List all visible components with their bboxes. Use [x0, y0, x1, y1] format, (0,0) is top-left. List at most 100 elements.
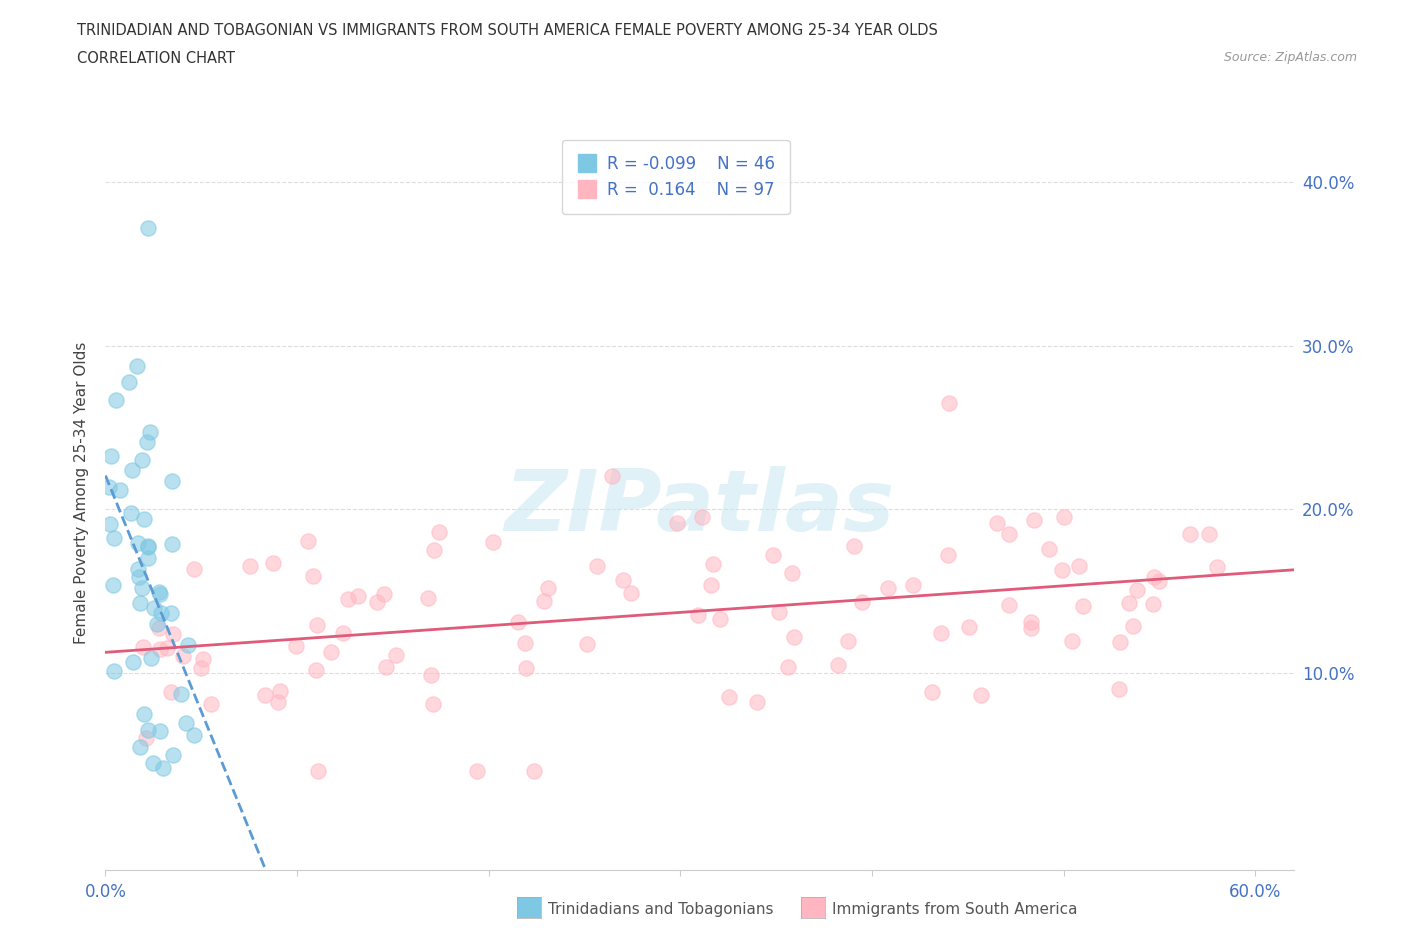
- Point: [103, 664, 125, 679]
- Point: [301, 568, 323, 583]
- Point: [537, 580, 560, 595]
- Point: [239, 559, 262, 574]
- Text: ZIPatlas: ZIPatlas: [505, 467, 894, 550]
- Point: [688, 608, 710, 623]
- Point: [307, 618, 329, 632]
- Point: [776, 659, 799, 674]
- Point: [307, 764, 329, 778]
- Legend: R = -0.099    N = 46, R =  0.164    N = 97: R = -0.099 N = 46, R = 0.164 N = 97: [562, 140, 790, 214]
- Point: [150, 605, 173, 620]
- Point: [513, 635, 536, 650]
- Point: [346, 589, 368, 604]
- Point: [851, 594, 873, 609]
- Point: [148, 585, 170, 600]
- Point: [827, 658, 849, 672]
- Point: [191, 652, 214, 667]
- Point: [159, 684, 181, 699]
- Point: [121, 462, 143, 477]
- Y-axis label: Female Poverty Among 25-34 Year Olds: Female Poverty Among 25-34 Year Olds: [75, 341, 90, 644]
- Point: [998, 526, 1021, 541]
- Point: [136, 551, 159, 565]
- Point: [132, 707, 155, 722]
- Point: [146, 617, 169, 631]
- Point: [141, 651, 163, 666]
- Point: [127, 536, 149, 551]
- Point: [100, 449, 122, 464]
- Point: [297, 534, 319, 549]
- Point: [1178, 526, 1201, 541]
- Point: [482, 535, 505, 550]
- Point: [612, 573, 634, 588]
- Point: [1118, 596, 1140, 611]
- Point: [506, 614, 529, 629]
- Point: [837, 633, 859, 648]
- Point: [1019, 620, 1042, 635]
- Point: [762, 547, 785, 562]
- Point: [1126, 582, 1149, 597]
- Point: [103, 531, 125, 546]
- Point: [375, 659, 398, 674]
- Point: [901, 578, 924, 592]
- Point: [666, 515, 689, 530]
- Point: [142, 600, 165, 615]
- Point: [768, 605, 790, 620]
- Point: [970, 687, 993, 702]
- Point: [160, 606, 183, 621]
- Point: [783, 630, 806, 644]
- Point: [1067, 559, 1090, 574]
- Point: [620, 586, 643, 601]
- Point: [319, 644, 342, 659]
- Point: [1050, 563, 1073, 578]
- Point: [1205, 559, 1227, 574]
- Point: [172, 648, 194, 663]
- Point: [269, 684, 291, 698]
- Point: [384, 648, 406, 663]
- Point: [1109, 634, 1132, 649]
- Point: [98, 516, 121, 531]
- Point: [127, 562, 149, 577]
- Point: [1143, 570, 1166, 585]
- Point: [152, 761, 174, 776]
- Point: [515, 660, 537, 675]
- Point: [921, 684, 943, 699]
- Point: [423, 542, 446, 557]
- Point: [183, 562, 205, 577]
- Point: [101, 578, 124, 593]
- Point: [266, 695, 288, 710]
- Point: [366, 594, 388, 609]
- Text: Source: ZipAtlas.com: Source: ZipAtlas.com: [1223, 51, 1357, 64]
- Text: Immigrants from South America: Immigrants from South America: [832, 902, 1078, 917]
- Point: [183, 727, 205, 742]
- Point: [98, 480, 121, 495]
- Point: [129, 739, 152, 754]
- Point: [467, 764, 489, 778]
- Point: [780, 566, 803, 581]
- Point: [1108, 682, 1130, 697]
- Point: [160, 473, 183, 488]
- Point: [136, 723, 159, 737]
- Point: [149, 587, 172, 602]
- Point: [718, 689, 741, 704]
- Point: [125, 359, 148, 374]
- Point: [420, 668, 443, 683]
- Point: [936, 548, 959, 563]
- Point: [131, 452, 153, 467]
- Point: [156, 640, 179, 655]
- Point: [190, 661, 212, 676]
- Point: [700, 578, 723, 592]
- Point: [418, 591, 440, 605]
- Point: [108, 483, 131, 498]
- Point: [148, 620, 170, 635]
- Point: [690, 510, 713, 525]
- Point: [1142, 596, 1164, 611]
- Point: [1122, 618, 1144, 633]
- Point: [136, 539, 159, 554]
- Point: [170, 686, 193, 701]
- Point: [135, 435, 157, 450]
- Point: [427, 525, 450, 539]
- Point: [253, 687, 276, 702]
- Point: [332, 626, 354, 641]
- Point: [585, 559, 607, 574]
- Text: Trinidadians and Tobagonians: Trinidadians and Tobagonians: [548, 902, 773, 917]
- Point: [305, 662, 328, 677]
